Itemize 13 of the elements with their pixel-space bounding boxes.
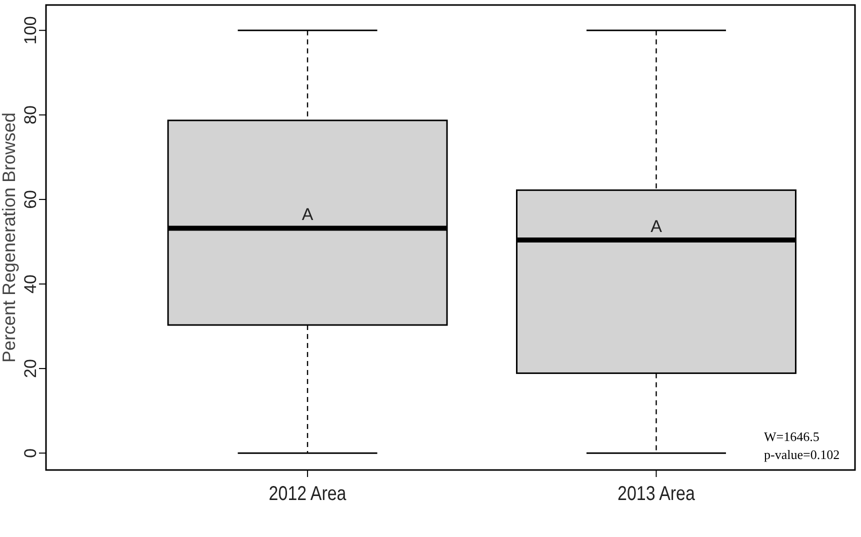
annotation: W=1646.5: [764, 429, 820, 444]
y-axis-title: Percent Regeneration Browsed: [0, 112, 19, 363]
y-tick-label: 0: [21, 448, 40, 458]
y-tick-label: 80: [21, 105, 40, 124]
y-tick-label: 20: [21, 359, 40, 378]
x-tick-label: 2012 Area: [268, 482, 347, 504]
annotation: p-value=0.102: [764, 447, 840, 462]
y-tick-label: 100: [21, 16, 40, 45]
annotation: A: [650, 217, 663, 236]
annotation: A: [302, 205, 314, 224]
x-tick-label: 2013 Area: [618, 482, 696, 504]
y-tick-label: 40: [21, 274, 40, 294]
y-tick-label: 60: [21, 190, 40, 209]
